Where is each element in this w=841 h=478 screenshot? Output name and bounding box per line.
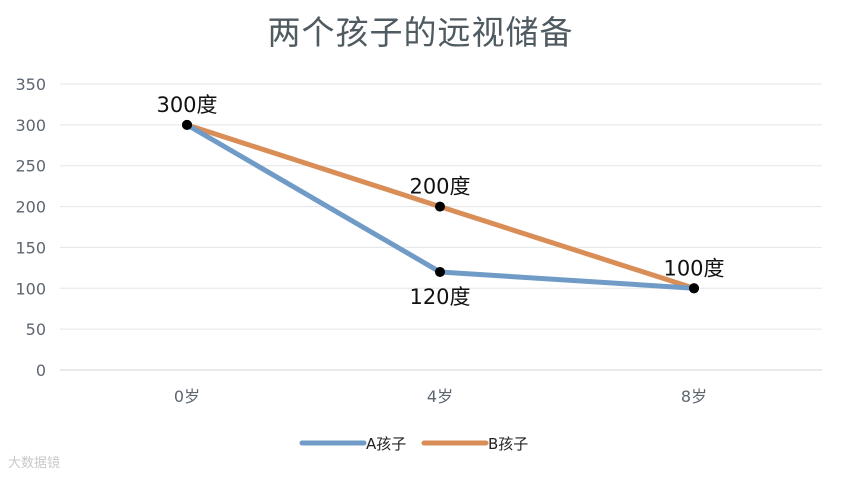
y-axis-ticks: 0 50 100 150 200 250 300 350 bbox=[15, 75, 46, 380]
chart-title: 两个孩子的远视储备 bbox=[267, 13, 574, 52]
data-label-3: 100度 bbox=[663, 256, 724, 280]
y-tick-label-200: 200 bbox=[15, 198, 46, 217]
y-tick-label-350: 350 bbox=[15, 75, 46, 94]
y-tick-label-100: 100 bbox=[15, 279, 46, 298]
data-point-1-1 bbox=[435, 201, 445, 212]
x-tick-label-2: 8岁 bbox=[681, 387, 707, 406]
y-tick-label-0: 0 bbox=[36, 361, 46, 380]
y-tick-label-50: 50 bbox=[26, 320, 46, 339]
watermark: 大数据镜 bbox=[8, 456, 61, 471]
x-tick-label-0: 0岁 bbox=[174, 387, 200, 406]
y-tick-label-150: 150 bbox=[15, 238, 46, 257]
legend: A孩子 B孩子 bbox=[299, 435, 528, 453]
gridlines bbox=[60, 83, 822, 371]
data-labels: 300度 200度 120度 100度 bbox=[156, 93, 724, 309]
x-axis-ticks: 0岁 4岁 8岁 bbox=[174, 387, 707, 406]
data-label-1: 200度 bbox=[409, 175, 470, 199]
legend-label-0: A孩子 bbox=[366, 435, 406, 453]
x-tick-label-1: 4岁 bbox=[427, 387, 453, 406]
data-point-1-2 bbox=[689, 283, 699, 294]
y-tick-label-300: 300 bbox=[15, 116, 46, 135]
legend-label-1: B孩子 bbox=[488, 435, 528, 453]
data-label-0: 300度 bbox=[156, 93, 217, 117]
data-points bbox=[182, 119, 699, 294]
data-point-0-1 bbox=[435, 266, 445, 277]
data-label-2: 120度 bbox=[409, 285, 470, 309]
y-tick-label-250: 250 bbox=[15, 157, 46, 176]
data-point-1-0 bbox=[182, 119, 192, 130]
